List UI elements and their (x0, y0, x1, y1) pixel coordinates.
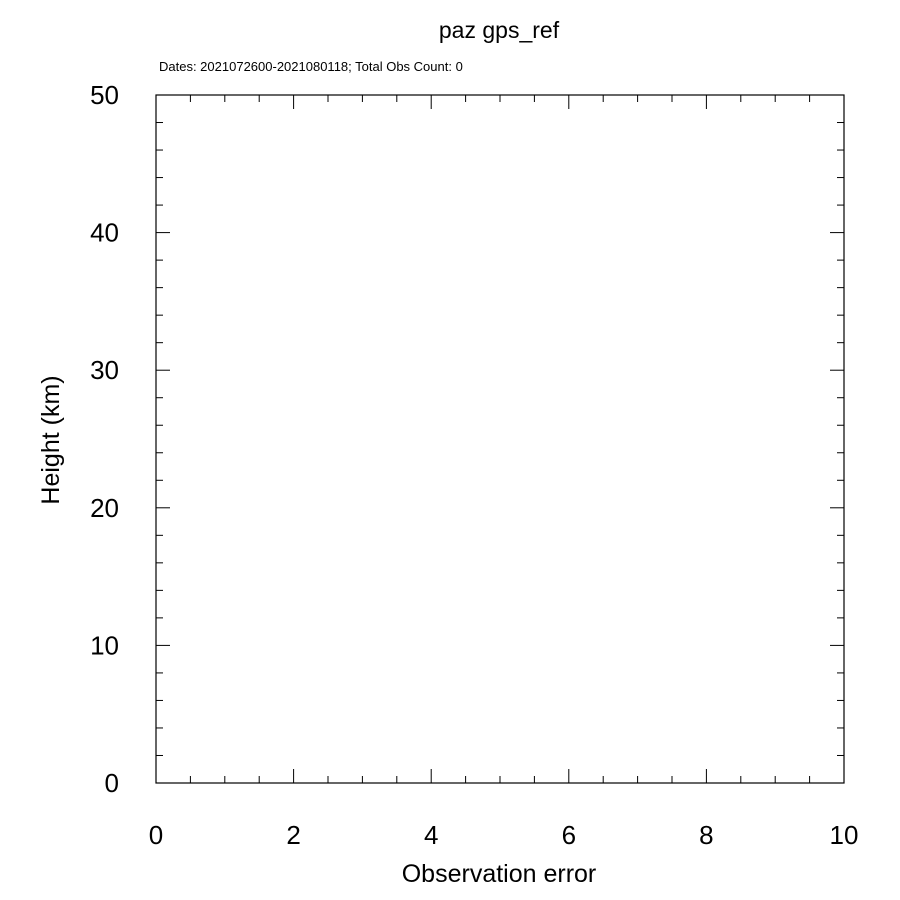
x-tick-label: 10 (830, 820, 859, 850)
y-tick-label: 0 (105, 768, 119, 798)
y-tick-label: 10 (90, 630, 119, 660)
y-tick-label: 30 (90, 355, 119, 385)
x-tick-label: 0 (149, 820, 163, 850)
x-axis-label: Observation error (402, 860, 597, 888)
y-axis-ticks (156, 94, 844, 784)
chart-title: paz gps_ref (439, 17, 560, 43)
x-tick-label: 4 (424, 820, 438, 850)
y-axis-tick-labels: 0 10 20 30 40 50 (90, 80, 119, 798)
x-tick-label: 8 (699, 820, 713, 850)
chart-subtitle: Dates: 2021072600-2021080118; Total Obs … (159, 59, 463, 74)
y-tick-label: 20 (90, 493, 119, 523)
x-axis-ticks (155, 95, 845, 783)
y-axis-label: Height (km) (37, 375, 65, 504)
y-tick-label: 40 (90, 218, 119, 248)
x-tick-label: 2 (286, 820, 300, 850)
x-tick-label: 6 (562, 820, 576, 850)
x-axis-tick-labels: 0 2 4 6 8 10 (149, 820, 859, 850)
y-tick-label: 50 (90, 80, 119, 110)
plot-frame (155, 94, 845, 784)
